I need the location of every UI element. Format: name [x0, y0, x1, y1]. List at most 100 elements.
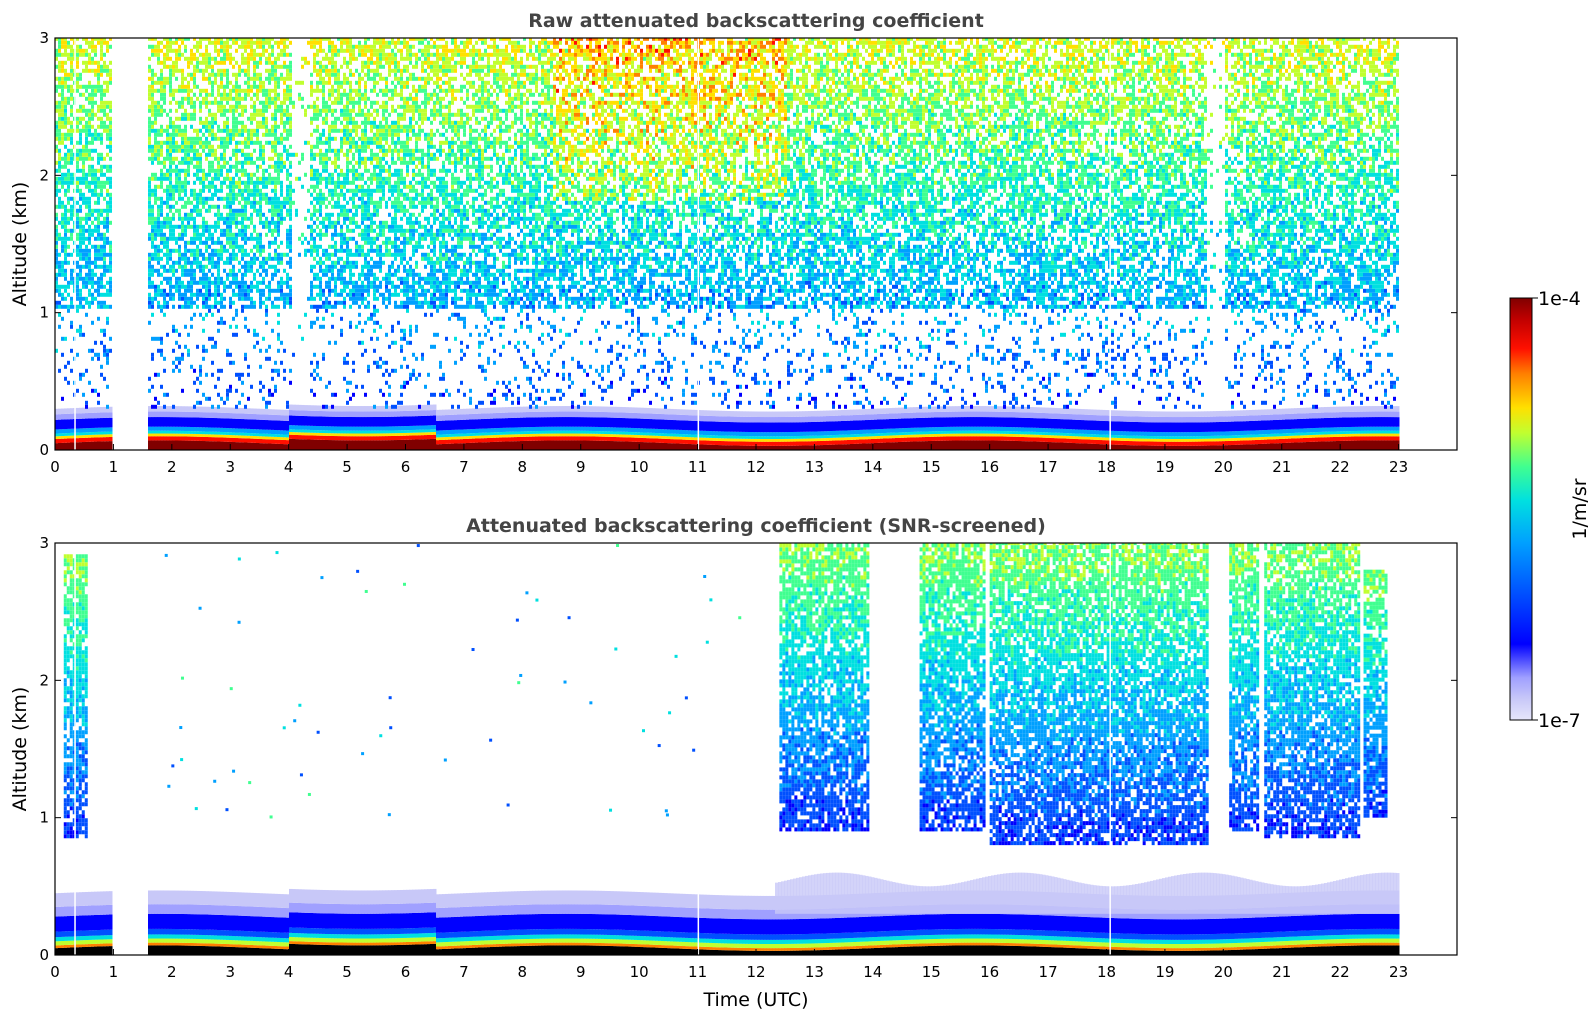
- panel-raw-surface-cell: [97, 407, 101, 413]
- panel-raw-surface-cell: [607, 431, 611, 435]
- panel-raw-noise-cell: [76, 288, 79, 293]
- panel-raw-surface-cell: [994, 440, 998, 450]
- panel-raw-surface-cell: [1120, 431, 1124, 436]
- panel-raw-surface-cell: [1030, 437, 1034, 442]
- panel-raw-surface-cell: [565, 440, 569, 450]
- panel-raw-surface-cell: [451, 420, 455, 430]
- panel-raw-surface-cell: [1345, 406, 1349, 412]
- panel-raw-noise-cell: [169, 48, 172, 53]
- panel-raw-surface-cell: [154, 406, 158, 412]
- panel-raw-noise-cell: [91, 124, 94, 129]
- panel-raw-surface-cell: [1387, 411, 1391, 418]
- panel-raw-surface-cell: [1081, 436, 1085, 440]
- panel-raw-surface-cell: [331, 416, 335, 427]
- panel-raw-noise-cell: [163, 232, 166, 237]
- panel-raw-surface-cell: [1090, 430, 1094, 435]
- panel-raw-surface-cell: [517, 434, 521, 437]
- panel-raw-surface-cell: [91, 434, 95, 438]
- panel-raw-noise-cell: [91, 148, 94, 153]
- panel-raw-surface-cell: [1000, 406, 1004, 412]
- panel-raw-noise-cell: [169, 224, 172, 229]
- panel-raw-surface-cell: [1075, 429, 1079, 434]
- panel-raw-surface-cell: [376, 440, 380, 450]
- panel-raw-surface-cell: [1150, 441, 1154, 446]
- panel-raw-noise-cell: [148, 92, 151, 97]
- panel-raw-noise-cell: [103, 260, 106, 265]
- panel-raw-noise-cell: [85, 38, 88, 41]
- panel-raw-surface-cell: [1324, 418, 1328, 428]
- panel-raw-noise-cell: [157, 252, 160, 257]
- panel-raw-surface-cell: [358, 440, 362, 450]
- panel-raw-noise-cell: [100, 220, 103, 225]
- panel-raw-noise-cell: [166, 48, 169, 53]
- panel-raw-surface-cell: [1021, 417, 1025, 428]
- panel-raw-surface-cell: [1288, 442, 1292, 450]
- panel-raw-noise-cell: [79, 152, 82, 157]
- panel-raw-surface-cell: [292, 404, 296, 411]
- panel-raw-surface-cell: [694, 440, 698, 445]
- panel-raw-surface-cell: [1378, 406, 1382, 412]
- panel-raw-surface-cell: [1111, 434, 1115, 438]
- panel-raw-surface-cell: [712, 431, 716, 436]
- panel-raw-noise-cell: [163, 188, 166, 193]
- panel-raw-noise-cell: [109, 132, 112, 137]
- panel-raw-surface-cell: [967, 411, 971, 418]
- panel-raw-surface-cell: [802, 416, 806, 423]
- panel-raw-surface-cell: [487, 435, 491, 439]
- panel-raw-surface-cell: [1357, 433, 1361, 437]
- panel-raw-surface-cell: [1036, 441, 1040, 450]
- panel-raw-surface-cell: [553, 436, 557, 441]
- panel-raw-noise-cell: [67, 160, 70, 165]
- panel-raw-noise-cell: [61, 292, 64, 297]
- panel-raw-noise-cell: [58, 40, 61, 45]
- panel-raw-surface-cell: [313, 432, 317, 436]
- panel-raw-noise-cell: [64, 132, 67, 137]
- panel-raw-noise-cell: [91, 272, 94, 277]
- panel-raw-noise-cell: [181, 68, 184, 73]
- panel-raw-surface-cell: [193, 433, 197, 437]
- panel-raw-noise-cell: [169, 80, 172, 85]
- panel-raw-surface-cell: [658, 419, 662, 430]
- panel-raw-surface-cell: [442, 420, 446, 431]
- panel-raw-surface-cell: [553, 426, 557, 431]
- panel-raw-surface-cell: [109, 436, 113, 442]
- panel-raw-surface-cell: [307, 425, 311, 430]
- panel-raw-surface-cell: [1297, 435, 1301, 439]
- panel-raw-noise-cell: [166, 128, 169, 133]
- panel-raw-surface-cell: [106, 431, 110, 435]
- panel-raw-surface-cell: [670, 419, 674, 430]
- panel-raw-surface-cell: [322, 433, 326, 436]
- panel-raw-noise-cell: [178, 260, 181, 265]
- panel-raw-surface-cell: [364, 430, 368, 434]
- panel-raw-surface-cell: [490, 407, 494, 414]
- panel-raw-surface-cell: [529, 427, 533, 432]
- panel-raw-surface-cell: [499, 437, 503, 442]
- panel-raw-surface-cell: [502, 407, 506, 413]
- panel-raw-noise-cell: [160, 176, 163, 181]
- panel-raw-surface-cell: [658, 438, 662, 443]
- panel-raw-surface-cell: [433, 410, 437, 416]
- panel-raw-noise-cell: [181, 272, 184, 277]
- panel-raw-surface-cell: [961, 411, 965, 418]
- panel-raw-surface-cell: [958, 440, 962, 450]
- panel-raw-noise-cell: [109, 156, 112, 161]
- panel-raw-surface-cell: [598, 431, 602, 434]
- panel-raw-noise-cell: [82, 216, 85, 221]
- panel-raw-noise-cell: [178, 296, 181, 301]
- panel-raw-noise-cell: [58, 148, 61, 153]
- panel-raw-noise-cell: [70, 76, 73, 81]
- panel-raw-noise-cell: [151, 76, 154, 81]
- panel-raw-surface-cell: [1072, 408, 1076, 415]
- panel-raw-surface-cell: [394, 416, 398, 427]
- panel-raw-surface-cell: [229, 413, 233, 419]
- panel-raw-noise-cell: [157, 76, 160, 81]
- panel-raw-surface-cell: [631, 407, 635, 413]
- panel-raw-noise-cell: [97, 356, 100, 361]
- panel-raw-surface-cell: [691, 444, 695, 450]
- panel-raw-surface-cell: [694, 420, 698, 431]
- panel-raw-noise-cell: [148, 192, 151, 197]
- panel-raw-noise-cell: [55, 64, 58, 69]
- panel-raw-surface-cell: [217, 434, 221, 438]
- panel-raw-surface-cell: [694, 437, 698, 441]
- panel-raw-surface-cell: [793, 438, 797, 442]
